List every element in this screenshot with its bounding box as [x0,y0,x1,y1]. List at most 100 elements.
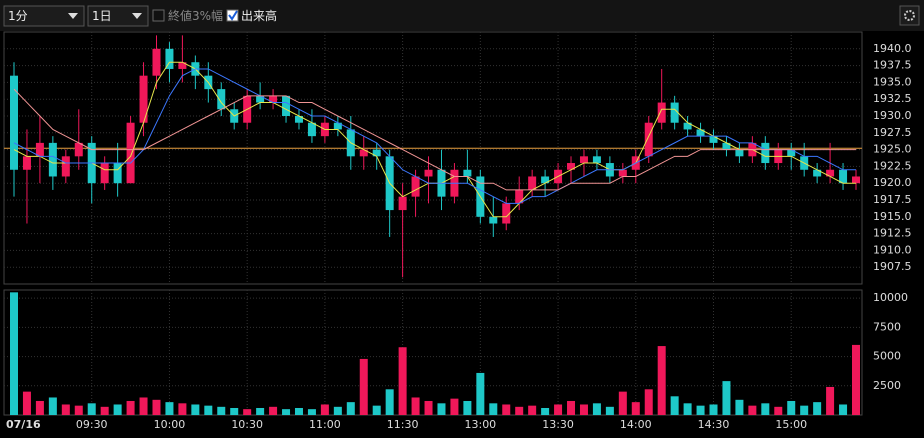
volume-bar [813,402,822,415]
volume-bar [424,400,433,415]
volume-bar [294,407,303,415]
candle-body [670,102,679,123]
x-tick-label: 11:30 [387,418,419,431]
x-tick-label: 07/16 [6,418,41,431]
volume-bar [670,396,679,415]
candle-body [61,156,70,177]
dropdown-arrow [132,13,142,19]
y-tick-label: 1937.5 [873,59,912,72]
y-tick-label: 5000 [873,350,901,363]
volume-bar [359,358,368,415]
candle-body [372,149,381,157]
volume-bar [722,381,731,415]
settings-button[interactable] [899,5,920,26]
volume-bar [644,389,653,415]
volume-bar [74,405,83,415]
volume-bar [282,409,291,415]
candle-body [839,169,848,184]
candle-body [696,129,705,137]
volume-bar [385,389,394,415]
range-select[interactable] [87,5,149,27]
candle-body [761,142,770,164]
candle-body [152,48,161,76]
volume-bar [502,404,511,415]
y-tick-label: 1927.5 [873,126,912,139]
candle-body [126,122,135,184]
candle-body [592,156,601,164]
volume-bar [152,399,161,415]
candle-body [722,142,731,150]
volume-bar [437,403,446,415]
y-tick-label: 1940.0 [873,42,912,55]
candle-body [333,122,342,130]
candle-body [22,156,31,170]
range-text: 1日 [92,9,112,23]
check-mark [228,10,238,21]
volume-bar [463,400,472,415]
volume-bar [618,391,627,415]
volume-bar [450,398,459,415]
volume-bar [35,400,44,415]
candle-body [567,163,576,170]
volume-bar [605,406,614,415]
moving-average-line [13,88,856,191]
volume-bar [567,400,576,415]
volume-bar [800,405,809,415]
x-tick-label: 09:30 [76,418,108,431]
volume-bar [126,400,135,415]
candle-body [644,122,653,157]
candle-body [282,95,291,116]
price-panel [3,31,863,285]
volume-bar [307,409,316,415]
volume-bar [592,403,601,415]
checkbox[interactable] [152,9,165,22]
x-tick-label: 10:00 [154,418,186,431]
x-tick-label: 15:00 [775,418,807,431]
interval-select[interactable] [3,5,85,27]
volume-bar [269,406,278,415]
volume-bar [476,372,485,415]
candle-body [813,169,822,177]
volume-bar [178,403,187,415]
volume-bar [631,402,640,415]
candle-body [10,75,18,170]
candle-body [657,102,666,123]
y-tick-label: 1912.5 [873,227,912,240]
volume-bar [748,405,757,415]
candle-body [424,169,433,177]
volume-bar [346,402,355,415]
candle-body [100,163,109,184]
y-tick-label: 1935.0 [873,75,912,88]
volume-bar [191,404,200,415]
volume-bar [398,347,407,415]
volume-bar [87,403,96,415]
volume-bar [243,409,252,415]
volume-bar [761,403,770,415]
candle-body [489,216,498,224]
moving-average-line [13,68,856,204]
volume-panel [3,289,863,416]
x-tick-label: 13:30 [542,418,574,431]
candle-body [541,176,550,184]
candle-body [139,75,148,123]
volume-bar [579,404,588,415]
volume-bar [204,405,213,415]
candle-body [74,142,83,157]
y-tick-label: 1910.0 [873,243,912,256]
y-tick-label: 1920.0 [873,176,912,189]
candle-body [411,176,420,197]
volume-bar [683,403,692,415]
candle-body [852,176,860,184]
candle-body [165,48,174,69]
volume-bar [230,407,239,415]
x-tick-label: 14:00 [620,418,652,431]
volume-bar [826,386,835,415]
gear-icon [904,10,915,21]
checkbox[interactable] [226,9,239,22]
volume-bar [528,405,537,415]
candle-body [515,189,524,204]
y-tick-label: 1915.0 [873,210,912,223]
candle-body [463,169,472,177]
volume-bar [787,400,796,415]
volume-bar [515,406,524,415]
